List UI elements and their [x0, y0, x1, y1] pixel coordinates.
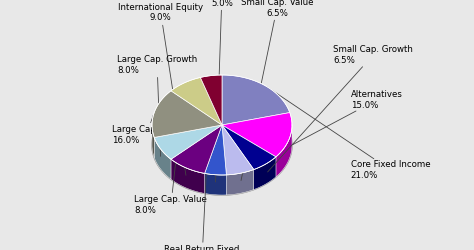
Text: International Equity
9.0%: International Equity 9.0%	[118, 3, 203, 175]
Polygon shape	[154, 138, 171, 179]
Text: Alternatives
15.0%: Alternatives 15.0%	[293, 90, 402, 144]
Polygon shape	[154, 125, 222, 158]
Polygon shape	[171, 125, 222, 174]
Polygon shape	[171, 78, 222, 125]
Polygon shape	[205, 125, 222, 194]
Text: Real Return Fixed
Income
5.0%: Real Return Fixed Income 5.0%	[164, 78, 240, 250]
Polygon shape	[222, 125, 254, 190]
Polygon shape	[276, 125, 292, 177]
Polygon shape	[152, 126, 154, 158]
Polygon shape	[171, 125, 222, 179]
Polygon shape	[227, 170, 254, 195]
Polygon shape	[222, 125, 276, 170]
Polygon shape	[222, 125, 276, 177]
Text: Large Cap. Growth
8.0%: Large Cap. Growth 8.0%	[117, 55, 197, 156]
Text: Small Cap. Value
6.5%: Small Cap. Value 6.5%	[241, 0, 313, 180]
Text: Core Fixed Income
21.0%: Core Fixed Income 21.0%	[267, 87, 430, 180]
Polygon shape	[222, 125, 254, 175]
Polygon shape	[152, 95, 292, 195]
Polygon shape	[152, 91, 222, 138]
Polygon shape	[205, 125, 227, 175]
Polygon shape	[222, 112, 292, 157]
Polygon shape	[222, 125, 227, 195]
Polygon shape	[222, 125, 276, 177]
Text: Small Cap. Growth
6.5%: Small Cap. Growth 6.5%	[268, 45, 413, 172]
Polygon shape	[171, 159, 205, 194]
Polygon shape	[154, 125, 222, 158]
Polygon shape	[205, 174, 227, 195]
Polygon shape	[201, 75, 222, 125]
Text: Large Cap. Core
16.0%: Large Cap. Core 16.0%	[112, 115, 181, 145]
Polygon shape	[154, 125, 222, 159]
Text: International Small
Cap Equity
5.0%: International Small Cap Equity 5.0%	[181, 0, 263, 182]
Polygon shape	[222, 125, 254, 190]
Polygon shape	[205, 125, 222, 194]
Text: Large Cap. Value
8.0%: Large Cap. Value 8.0%	[135, 86, 207, 215]
Polygon shape	[254, 157, 276, 190]
Polygon shape	[171, 125, 222, 179]
Polygon shape	[222, 125, 227, 195]
Polygon shape	[222, 75, 290, 125]
